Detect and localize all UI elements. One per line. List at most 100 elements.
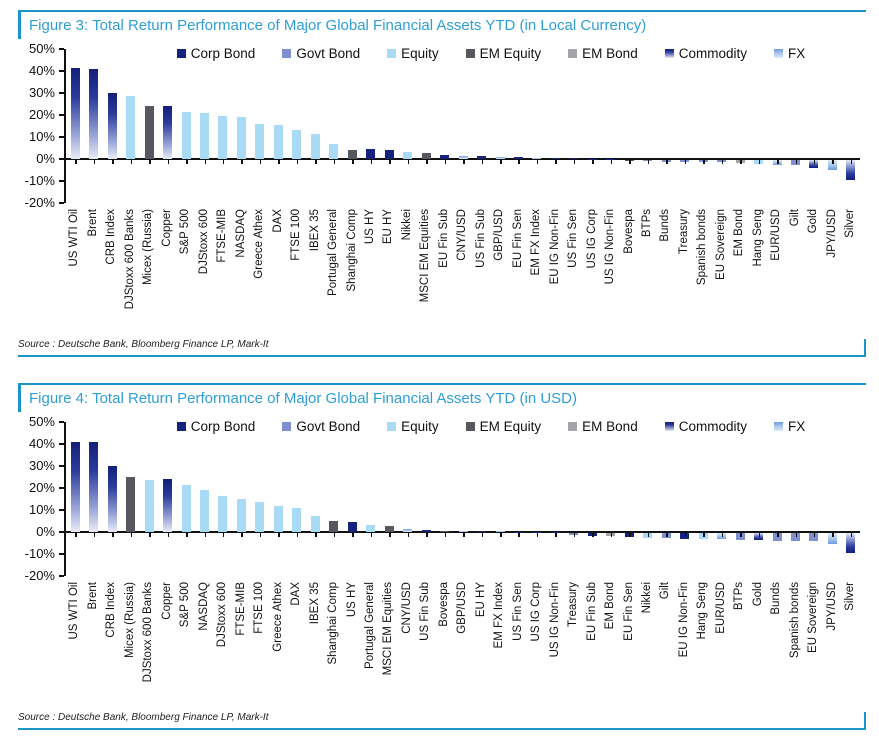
bar — [144, 106, 154, 159]
x-tick-label: US WTI Oil — [68, 582, 81, 640]
x-tick-mark — [426, 160, 428, 164]
bar-slot — [565, 49, 583, 203]
x-label-slot: EU Fin Sub — [583, 582, 601, 706]
x-tick-label: MSCI EM Equities — [419, 209, 432, 303]
x-label-slot: Gilt — [786, 209, 804, 333]
x-tick-mark — [666, 160, 668, 164]
figure4-bars — [66, 422, 860, 576]
x-tick-label: FTSE 100 — [253, 582, 266, 634]
bar-slot — [657, 422, 675, 576]
x-tick-mark — [315, 160, 317, 164]
bar-slot — [620, 49, 638, 203]
x-label-slot: US Fin Sub — [472, 209, 490, 333]
bar-slot — [675, 422, 693, 576]
x-label-slot: Gold — [749, 582, 767, 706]
bar-slot — [177, 49, 195, 203]
x-tick-label: BTPs — [641, 209, 654, 238]
x-label-slot: Greece Athex — [251, 209, 269, 333]
bar — [107, 93, 117, 159]
bar-slot — [84, 49, 102, 203]
x-tick-label: Silver — [844, 582, 857, 611]
y-tick-label: 40% — [28, 436, 55, 451]
figure4-top-border — [18, 383, 866, 385]
x-tick-mark — [555, 160, 557, 164]
x-label-slot: Treasury — [675, 209, 693, 333]
x-tick-mark — [241, 533, 243, 537]
legend-label: Govt Bond — [296, 46, 361, 61]
y-tick-mark — [59, 136, 64, 138]
bar-slot — [435, 49, 453, 203]
x-tick-label: EM Bond — [604, 582, 617, 630]
x-tick-label: Bovespa — [437, 582, 450, 627]
bar-slot — [805, 49, 823, 203]
bar-slot — [84, 422, 102, 576]
bar — [163, 479, 173, 532]
figure3-y-axis-line — [64, 49, 66, 203]
bar-slot — [417, 49, 435, 203]
legend-label: FX — [787, 46, 806, 61]
bar-slot — [177, 422, 195, 576]
x-tick-mark — [832, 160, 834, 164]
x-label-slot: FTSE-MIB — [214, 209, 232, 333]
x-label-slot: DAX — [269, 209, 287, 333]
bar-slot — [583, 49, 601, 203]
bar-slot — [768, 49, 786, 203]
x-tick-label: US Fin Sen — [511, 582, 524, 641]
x-label-slot: IBEX 35 — [306, 582, 324, 706]
x-label-slot: Shanghai Comp — [325, 582, 343, 706]
x-label-slot: EU Fin Sen — [509, 209, 527, 333]
x-tick-label: US Fin Sen — [567, 209, 580, 268]
y-tick-label: 30% — [28, 85, 55, 100]
x-label-slot: US HY — [362, 209, 380, 333]
x-tick-label: US Fin Sub — [474, 209, 487, 268]
x-tick-label: Gilt — [659, 582, 672, 600]
bar-slot — [251, 49, 269, 203]
x-tick-label: Spanish bonds — [788, 582, 801, 659]
x-tick-mark — [500, 160, 502, 164]
x-label-slot: US HY — [343, 582, 361, 706]
figure4-source: Source : Deutsche Bank, Bloomberg Financ… — [18, 712, 269, 723]
bar-slot — [103, 422, 121, 576]
x-tick-label: Portugal General — [327, 209, 340, 296]
x-label-slot: EU Fin Sub — [435, 209, 453, 333]
x-tick-label: MSCI EM Equities — [382, 582, 395, 676]
x-label-slot: Bovespa — [620, 209, 638, 333]
bar-slot — [565, 422, 583, 576]
x-label-slot: Silver — [842, 209, 860, 333]
x-label-slot: EU HY — [380, 209, 398, 333]
x-tick-label: Hang Seng — [696, 582, 709, 640]
figure4-plot-area: Corp Bond Govt Bond Equity EM Equity EM Bond… — [59, 419, 864, 577]
x-label-slot: US Fin Sub — [417, 582, 435, 706]
bar — [513, 157, 523, 159]
bar-slot — [251, 422, 269, 576]
bar — [144, 480, 154, 532]
legend-item: EM Equity — [465, 419, 541, 434]
x-label-slot: Hang Seng — [694, 582, 712, 706]
x-tick-mark — [426, 533, 428, 537]
bar-slot — [306, 422, 324, 576]
x-tick-mark — [518, 160, 520, 164]
x-label-slot: US Fin Sen — [509, 582, 527, 706]
x-tick-label: CNY/USD — [456, 209, 469, 261]
legend-label: Equity — [401, 419, 439, 434]
x-tick-mark — [610, 160, 613, 164]
x-tick-label: Treasury — [567, 582, 580, 627]
x-tick-mark — [850, 160, 853, 164]
y-tick-label: 50% — [28, 414, 55, 429]
figure3-legend: Corp Bond Govt Bond Equity EM Equity EM Bond… — [124, 46, 858, 61]
bar-slot — [639, 49, 657, 203]
x-tick-mark — [629, 160, 631, 164]
x-label-slot: BTPs — [639, 209, 657, 333]
bar-slot — [509, 422, 527, 576]
x-tick-mark — [795, 533, 798, 537]
x-tick-label: EU IG Non-Fin — [677, 582, 690, 658]
x-tick-mark — [259, 160, 262, 164]
bar-slot — [602, 422, 620, 576]
y-tick-label: 30% — [28, 458, 55, 473]
x-label-slot: FTSE-MIB — [232, 582, 250, 706]
bar — [827, 160, 837, 170]
legend-label: Equity — [401, 46, 439, 61]
x-tick-mark — [592, 533, 594, 537]
x-label-slot: EU IG Non-Fin — [546, 209, 564, 333]
